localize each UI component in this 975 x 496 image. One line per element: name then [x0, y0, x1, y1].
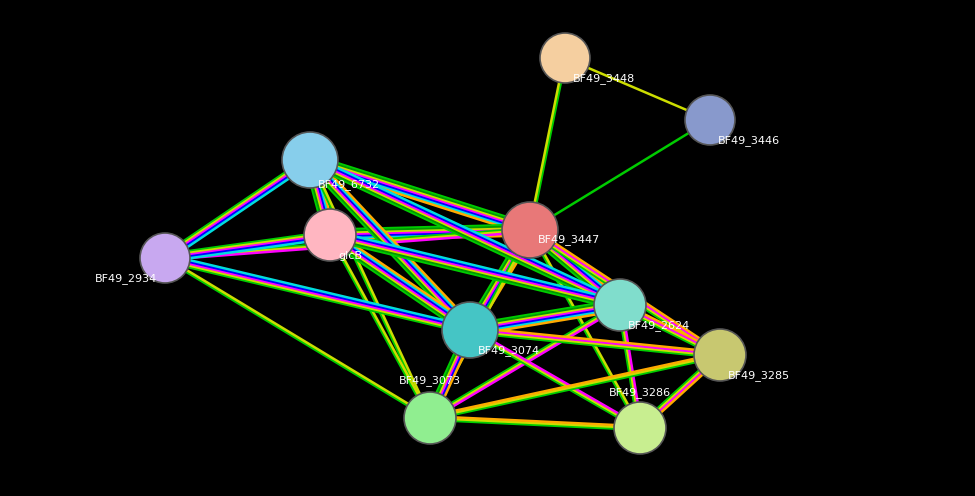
- Text: BF49_3285: BF49_3285: [728, 370, 790, 381]
- Circle shape: [404, 392, 456, 444]
- Circle shape: [685, 95, 735, 145]
- Circle shape: [694, 329, 746, 381]
- Text: BF49_3074: BF49_3074: [478, 345, 540, 356]
- Text: BF49_2624: BF49_2624: [628, 320, 690, 331]
- Circle shape: [140, 233, 190, 283]
- Text: BF49_3447: BF49_3447: [538, 234, 601, 245]
- Text: BF49_2934: BF49_2934: [95, 273, 157, 284]
- Circle shape: [540, 33, 590, 83]
- Text: BF49_3446: BF49_3446: [718, 135, 780, 146]
- Circle shape: [502, 202, 558, 258]
- Text: BF49_3286: BF49_3286: [609, 387, 671, 398]
- Text: BF49_3073: BF49_3073: [399, 375, 461, 386]
- Text: BF49_6732: BF49_6732: [318, 179, 380, 190]
- Circle shape: [594, 279, 646, 331]
- Circle shape: [304, 209, 356, 261]
- Circle shape: [614, 402, 666, 454]
- Text: glcB: glcB: [338, 251, 362, 261]
- Text: BF49_3448: BF49_3448: [573, 73, 636, 84]
- Circle shape: [442, 302, 498, 358]
- Circle shape: [282, 132, 338, 188]
